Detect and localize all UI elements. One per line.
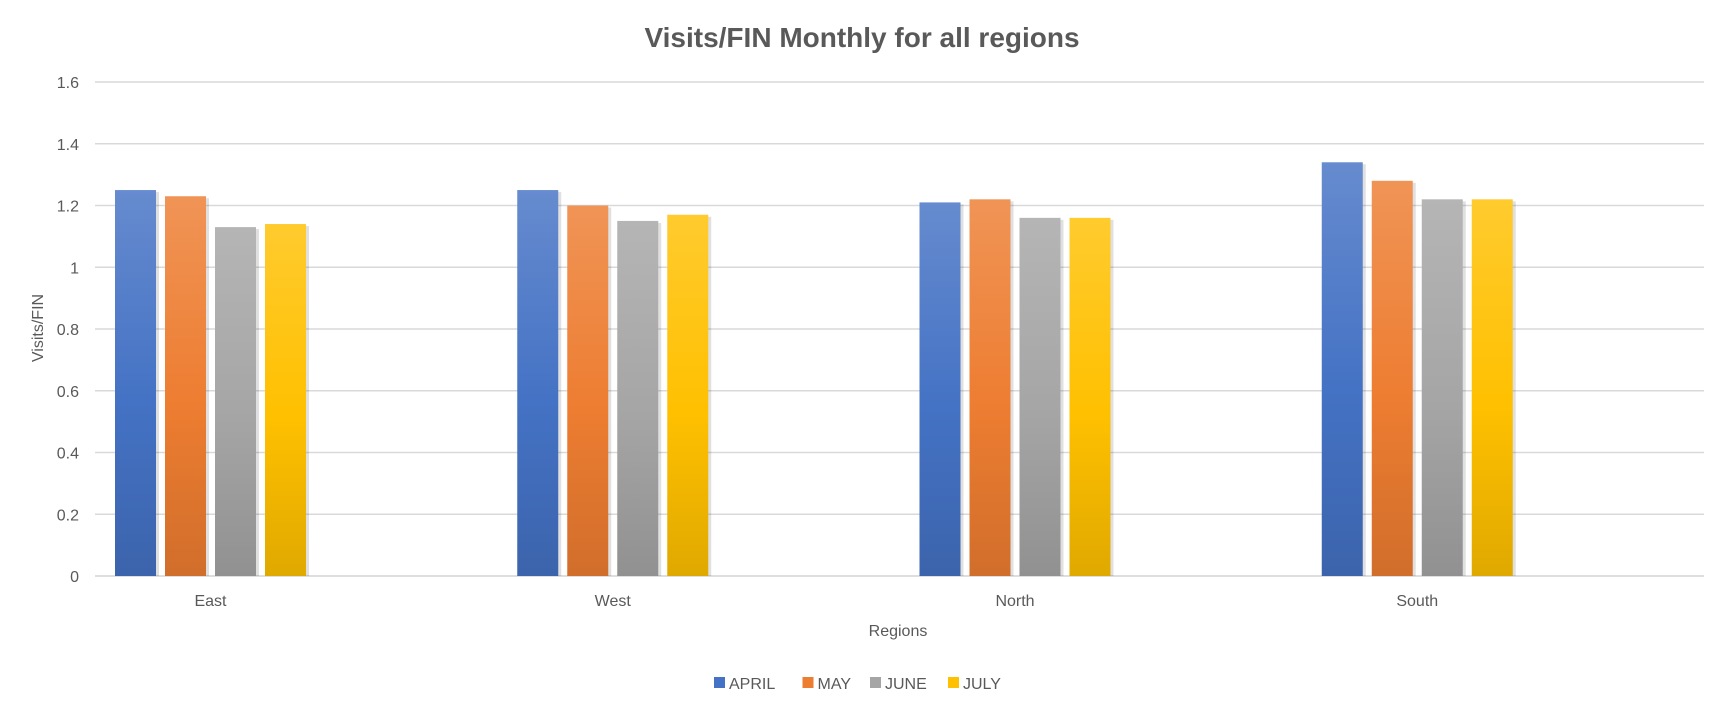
legend-swatch-june xyxy=(870,677,881,688)
bar-may-east xyxy=(165,196,206,577)
bar-june-north xyxy=(1019,217,1061,576)
bar-april-west xyxy=(517,190,559,576)
bar-june-south xyxy=(1421,199,1463,576)
legend-swatch-april xyxy=(714,677,725,688)
bar-july-west xyxy=(667,214,709,576)
bar-may-south xyxy=(1371,180,1413,577)
bar-april-east xyxy=(115,190,156,576)
y-axis-title: Visits/FIN xyxy=(30,294,47,362)
bar-april-south xyxy=(1321,162,1363,576)
y-tick-label: 1.4 xyxy=(57,137,79,154)
x-axis-ticks: East West North South xyxy=(194,593,1438,610)
bar-july-north xyxy=(1069,217,1111,576)
chart-title: Visits/FIN Monthly for all regions xyxy=(644,22,1079,53)
legend-label-june: JUNE xyxy=(885,676,927,693)
x-tick-label: North xyxy=(995,593,1034,610)
x-axis-title: Regions xyxy=(869,623,928,640)
bar-june-east xyxy=(215,227,256,577)
y-axis-ticks: 0 0.2 0.4 0.6 0.8 1 1.2 1.4 1.6 xyxy=(57,75,79,586)
legend-label-may: MAY xyxy=(818,676,852,693)
bar-july-south xyxy=(1471,199,1513,576)
bars xyxy=(115,162,1516,577)
legend-swatch-july xyxy=(948,677,959,688)
y-tick-label: 0 xyxy=(70,569,79,586)
y-tick-label: 0.6 xyxy=(57,384,79,401)
bar-may-west xyxy=(567,205,609,576)
bar-april-north xyxy=(919,202,961,576)
y-tick-label: 0.2 xyxy=(57,507,79,524)
y-tick-label: 1 xyxy=(70,260,79,277)
x-tick-label: South xyxy=(1396,593,1438,610)
y-tick-label: 0.8 xyxy=(57,322,79,339)
legend-label-april: APRIL xyxy=(729,676,775,693)
bar-may-north xyxy=(969,199,1011,576)
legend-swatch-may xyxy=(802,677,814,688)
x-tick-label: West xyxy=(595,593,632,610)
x-tick-label: East xyxy=(194,593,227,610)
y-tick-label: 1.6 xyxy=(57,75,79,92)
legend: APRIL MAY JUNE JULY xyxy=(714,676,1001,693)
y-tick-label: 0.4 xyxy=(57,446,79,463)
legend-label-july: JULY xyxy=(963,676,1001,693)
bar-june-west xyxy=(617,220,659,576)
bar-july-east xyxy=(265,224,306,576)
y-tick-label: 1.2 xyxy=(57,199,79,216)
